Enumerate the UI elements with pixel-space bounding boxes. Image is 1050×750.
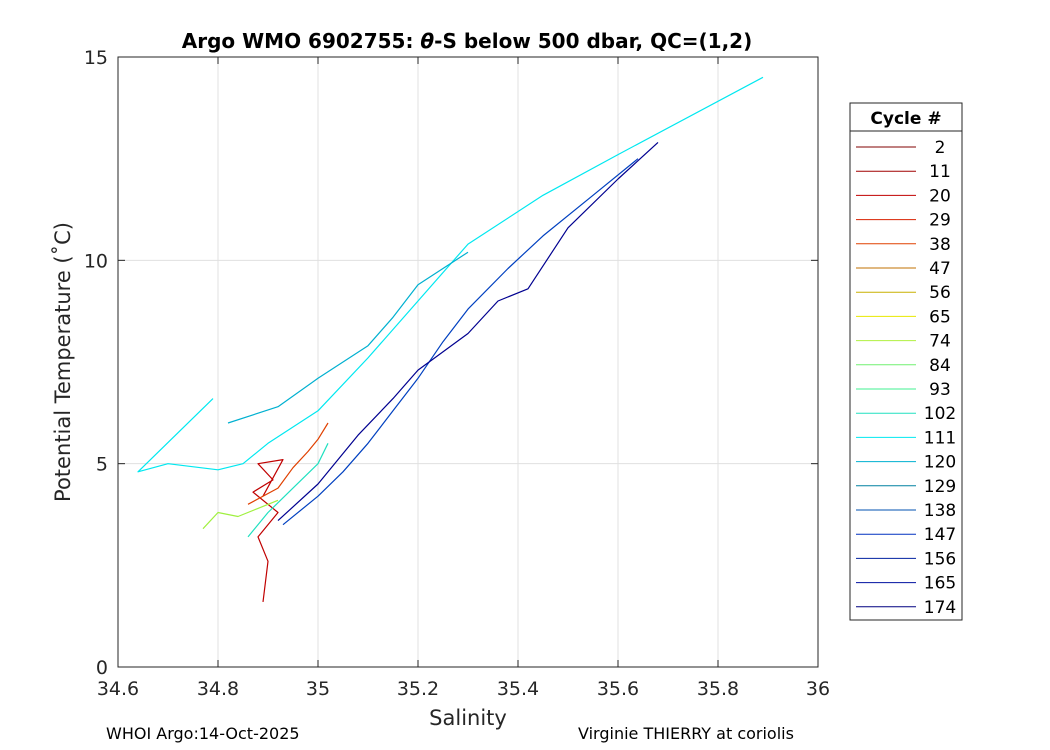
plot-frame: [117, 56, 819, 668]
legend-label-174: 174: [924, 598, 956, 618]
y-tick-label: 10: [84, 250, 108, 272]
x-tick-label: 34.8: [197, 678, 239, 700]
legend-label-74: 74: [929, 332, 951, 352]
legend-title: Cycle #: [870, 109, 941, 129]
legend-label-93: 93: [929, 380, 951, 400]
chart-title: Argo WMO 6902755: θ-S below 500 dbar, QC…: [182, 29, 752, 53]
legend: Cycle # 2 11 20 29 38 47 56 65 74 84 93 102 111 120 12…: [849, 102, 963, 621]
x-tick-label: 36: [806, 678, 830, 700]
plot-area: [118, 57, 818, 667]
legend-label-29: 29: [929, 211, 951, 231]
y-tick-label: 15: [84, 47, 108, 69]
x-tick-label: 35.2: [397, 678, 439, 700]
legend-label-102: 102: [924, 404, 956, 424]
x-tick-label: 35: [306, 678, 330, 700]
series-line-1: [247, 422, 329, 505]
legend-label-129: 129: [924, 477, 956, 497]
legend-label-165: 165: [924, 574, 956, 594]
legend-label-147: 147: [924, 525, 956, 545]
x-tick-label: 35.6: [597, 678, 639, 700]
series-line-7: [277, 141, 659, 522]
series-line-3: [247, 443, 329, 538]
grid: [118, 57, 818, 667]
axis-ticks: 34.6 34.8 35 35.2 35.4 35.6 35.8 36 0 5 10 15: [84, 47, 830, 700]
legend-label-138: 138: [924, 501, 956, 521]
footer-left: WHOI Argo:14-Oct-2025: [106, 724, 300, 743]
series-line-4: [137, 76, 764, 473]
legend-label-111: 111: [924, 428, 956, 448]
legend-label-38: 38: [929, 235, 951, 255]
legend-label-84: 84: [929, 356, 951, 376]
legend-label-11: 11: [929, 162, 951, 182]
legend-label-156: 156: [924, 549, 956, 569]
legend-label-47: 47: [929, 259, 951, 279]
x-tick-label: 35.8: [697, 678, 739, 700]
legend-label-65: 65: [929, 307, 951, 327]
x-tick-label: 35.4: [497, 678, 539, 700]
x-axis-label: Salinity: [429, 706, 507, 730]
series-line-6: [282, 158, 639, 526]
series-line-0: [252, 459, 284, 602]
series-line-5: [227, 251, 469, 424]
legend-label-20: 20: [929, 186, 951, 206]
y-tick-label: 0: [96, 657, 108, 679]
legend-label-2: 2: [935, 138, 946, 158]
data-series: [137, 76, 764, 602]
x-tick-label: 34.6: [97, 678, 139, 700]
y-axis-label: Potential Temperature (˚C): [51, 222, 75, 502]
y-tick-label: 5: [96, 454, 108, 476]
footer-right: Virginie THIERRY at coriolis: [578, 724, 794, 743]
legend-label-120: 120: [924, 453, 956, 473]
series-line-2: [202, 499, 279, 530]
legend-label-56: 56: [929, 283, 951, 303]
